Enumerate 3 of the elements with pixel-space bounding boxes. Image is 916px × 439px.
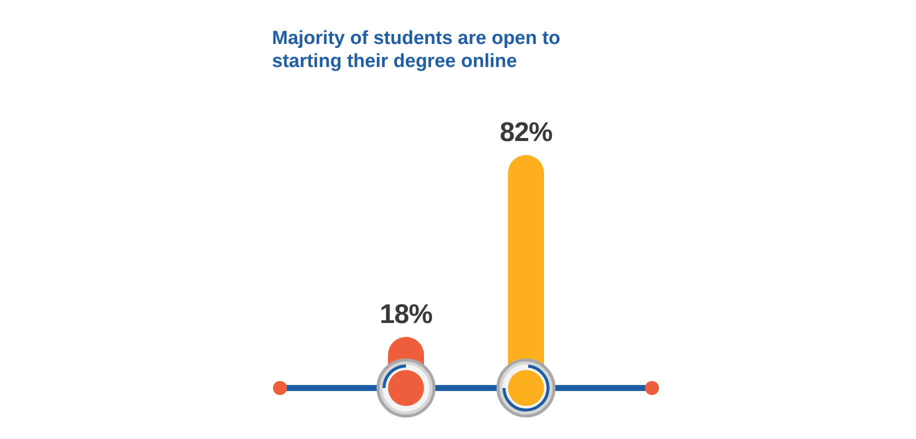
chart-title: Majority of students are open to starting their degree online	[272, 28, 560, 72]
data-label: 18%	[380, 298, 433, 329]
data-label: 82%	[500, 117, 553, 147]
